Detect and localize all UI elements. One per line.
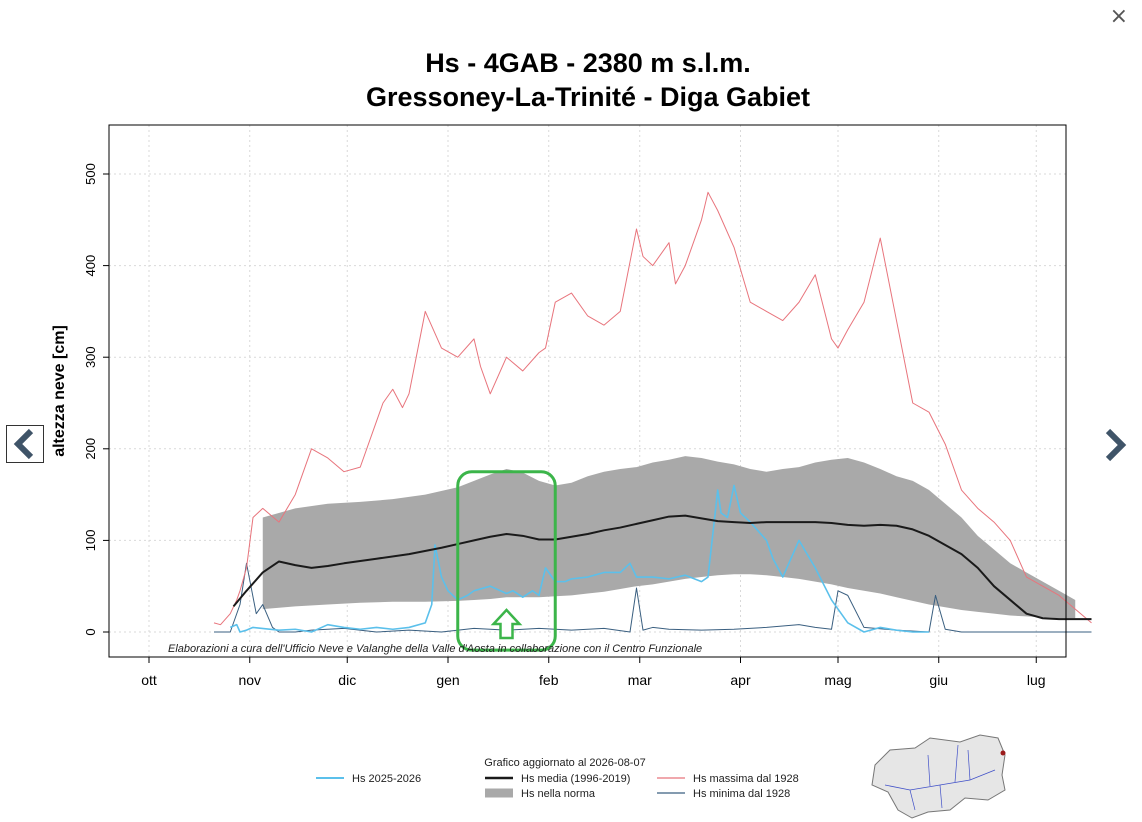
series-lines [213,191,1092,633]
legend-norma: Hs nella norma [485,788,596,800]
y-tick-label: 200 [83,438,98,460]
credit-text: Elaborazioni a cura dell'Ufficio Neve e … [168,643,702,655]
y-tick-label: 300 [83,346,98,368]
updated-text: Grafico aggiornato al 2026-08-07 [484,757,645,769]
legend-label: Hs minima dal 1928 [693,788,790,800]
plot-frame [108,124,1067,658]
legend: Hs 2025-2026 Hs media (1996-2019) Hs nella… [316,773,799,800]
station-marker [1000,750,1006,756]
legend-label: Hs 2025-2026 [352,773,421,785]
x-axis: ott nov dic gen feb mar apr mag giu lug [141,657,1046,688]
chart-title: Hs - 4GAB - 2380 m s.l.m. [425,48,751,78]
series-line-massima [213,191,1092,626]
close-button[interactable]: × [1109,4,1128,29]
x-tick-label: nov [238,672,261,688]
legend-2025-2026: Hs 2025-2026 [316,773,421,785]
x-tick-label: dic [338,672,356,688]
x-tick-label: gen [436,672,459,688]
y-tick-label: 400 [83,255,98,277]
legend-massima: Hs massima dal 1928 [657,773,799,785]
series-line-media [232,514,1092,621]
y-axis: 0 100 200 300 400 500 [83,163,109,636]
y-tick-label: 500 [83,163,98,185]
highlight-rect [456,470,557,652]
grid-lines [109,125,1066,657]
y-axis-label: altezza neve [cm] [51,325,68,457]
x-tick-label: giu [929,672,948,688]
legend-label: Hs nella norma [521,788,596,800]
chevron-right-icon [1105,428,1127,462]
highlight-box [456,470,557,652]
next-button[interactable] [1098,426,1132,464]
y-tick-label: 0 [83,628,98,635]
legend-minima: Hs minima dal 1928 [657,788,790,800]
legend-label: Hs massima dal 1928 [693,773,799,785]
x-tick-label: feb [539,672,559,688]
x-tick-label: lug [1027,672,1046,688]
band-hs-nella-norma [262,456,1076,619]
normal-band [262,456,1076,619]
x-tick-label: mag [824,672,851,688]
chart-subtitle: Gressoney-La-Trinité - Diga Gabiet [366,82,810,112]
series-line-2025-2026 [229,484,929,633]
legend-media: Hs media (1996-2019) [485,773,630,785]
previous-button[interactable] [6,425,44,463]
legend-label: Hs media (1996-2019) [521,773,630,785]
up-arrow-icon [490,608,523,640]
y-tick-label: 100 [83,530,98,552]
chevron-left-icon [13,428,34,460]
x-tick-label: mar [628,672,652,688]
region-map [871,734,1006,819]
x-tick-label: apr [730,672,751,688]
x-tick-label: ott [141,672,157,688]
